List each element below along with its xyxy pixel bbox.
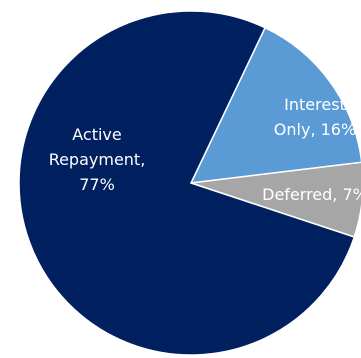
pie-label-interest-only: Interest Only, 16% <box>274 95 356 139</box>
pie-label-deferred: Deferred, 7% <box>262 185 361 204</box>
pie-label-line: Only, 16% <box>274 120 356 139</box>
pie-label-line: Active <box>72 125 122 144</box>
pie-label-line: Repayment, <box>49 150 146 169</box>
pie-label-line: Interest <box>284 95 346 114</box>
pie-slice-interest-only <box>189 26 361 184</box>
pie-label-active-repayment: Active Repayment, 77% <box>49 125 146 194</box>
pie-label-line: 77% <box>79 175 115 194</box>
pie-label-line: Deferred, 7% <box>262 185 361 204</box>
pie-slice-active-repayment <box>18 10 356 356</box>
